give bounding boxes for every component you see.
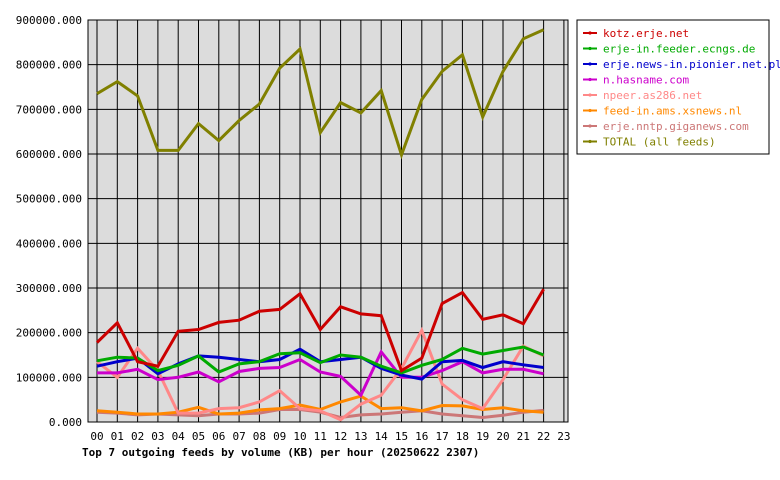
legend-swatch-dot [588, 46, 592, 51]
legend-label: npeer.as286.net [603, 89, 702, 102]
x-tick-label: 20 [496, 430, 509, 443]
y-tick-label: 0.000 [49, 416, 82, 429]
x-tick-label: 21 [517, 430, 530, 443]
x-tick-label: 16 [415, 430, 428, 443]
legend-label: kotz.erje.net [603, 27, 689, 40]
x-tick-label: 22 [537, 430, 550, 443]
x-tick-label: 02 [131, 430, 144, 443]
x-tick-label: 11 [314, 430, 327, 443]
x-tick-label: 13 [354, 430, 367, 443]
x-tick-label: 07 [232, 430, 245, 443]
y-tick-label: 300000.000 [16, 282, 82, 295]
x-tick-label: 08 [253, 430, 266, 443]
plot-background [88, 20, 568, 422]
x-tick-label: 14 [375, 430, 389, 443]
x-tick-label: 17 [435, 430, 448, 443]
y-tick-label: 100000.000 [16, 371, 82, 384]
series-line-1 [96, 345, 545, 375]
legend-swatch-dot [588, 139, 592, 144]
legend-swatch-dot [588, 31, 592, 35]
x-tick-label: 12 [334, 430, 347, 443]
y-tick-label: 600000.000 [16, 148, 82, 161]
legend-swatch-dot [588, 108, 592, 113]
series-lines [95, 28, 545, 422]
legend-label: feed-in.ams.xsnews.nl [603, 105, 742, 118]
legend-swatch-dot [588, 77, 592, 82]
x-tick-label: 09 [273, 430, 286, 443]
x-tick-label: 01 [111, 430, 124, 443]
legend: kotz.erje.net erje-in.feeder.ecngs.de erje… [576, 19, 780, 155]
x-tick-label: 05 [192, 430, 205, 443]
plot-border [87, 19, 569, 423]
x-tick-label: 23 [557, 430, 570, 443]
x-tick-label: 19 [476, 430, 489, 443]
x-axis-tick-labels: 00 01 02 03 04 05 06 07 08 09 10 11 12 13 14 15 16 17 18 19… [90, 430, 570, 443]
y-tick-label: 700000.000 [16, 103, 82, 116]
legend-swatch-dot [588, 62, 592, 66]
legend-label: n.hasname.com [603, 74, 689, 87]
y-tick-label: 400000.000 [16, 237, 82, 250]
y-tick-label: 200000.000 [16, 327, 82, 340]
x-tick-label: 00 [90, 430, 103, 443]
y-tick-label: 800000.000 [16, 59, 82, 72]
legend-label: erje.news-in.pionier.net.pl [603, 58, 780, 71]
legend-box [576, 19, 770, 155]
chart-title: Top 7 outgoing feeds by volume (KB) per … [82, 446, 479, 459]
series-line-3 [97, 349, 544, 398]
legend-swatch-dot [588, 124, 592, 128]
series-line-7 [96, 28, 545, 160]
legend-label: TOTAL (all feeds) [603, 136, 716, 149]
y-axis-tick-labels: 0.000 100000.000 200000.000 300000.000 40000… [16, 14, 82, 429]
y-tick-label: 500000.000 [16, 193, 82, 206]
legend-swatch-dot [588, 93, 592, 97]
x-tick-label: 10 [293, 430, 306, 443]
x-tick-label: 06 [212, 430, 225, 443]
series-line-0 [95, 288, 545, 373]
x-tick-label: 15 [395, 430, 408, 443]
y-tick-label: 900000.000 [16, 14, 82, 27]
x-tick-label: 04 [172, 430, 186, 443]
legend-label: erje.nntp.giganews.com [603, 120, 749, 133]
legend-label: erje-in.feeder.ecngs.de [603, 43, 755, 56]
series-line-4 [96, 326, 545, 422]
x-tick-label: 18 [456, 430, 469, 443]
x-tick-label: 03 [151, 430, 164, 443]
